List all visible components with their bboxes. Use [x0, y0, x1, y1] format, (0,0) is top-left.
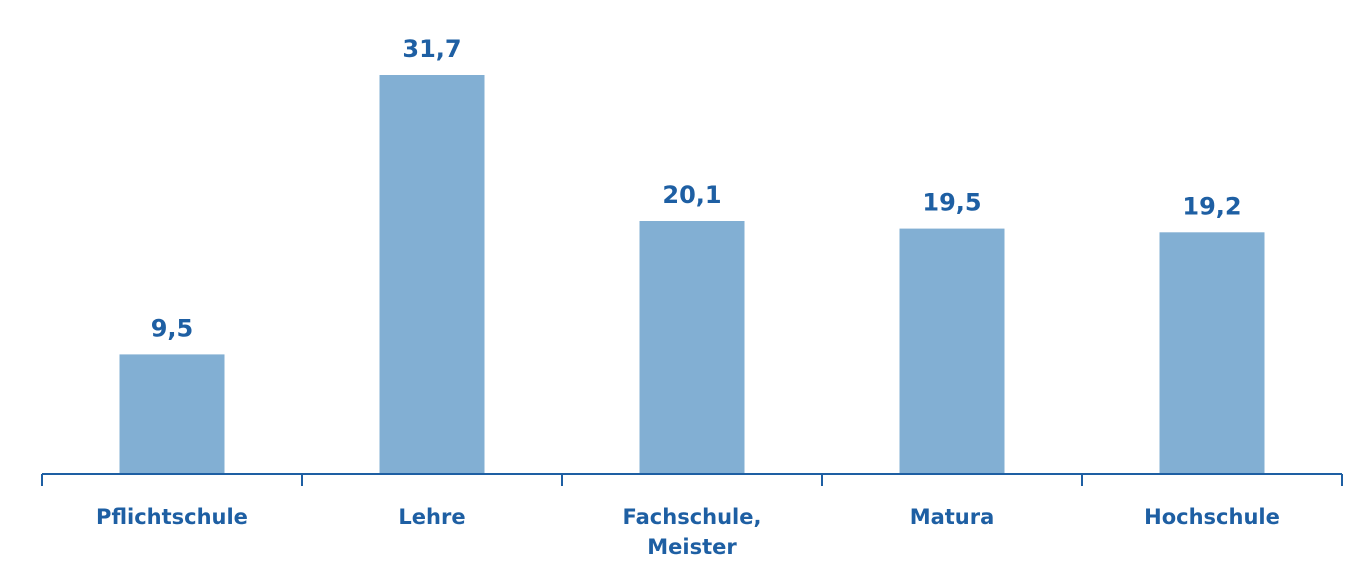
value-label-4: 19,2 — [1182, 192, 1241, 220]
value-labels-group: 9,5 31,7 20,1 19,5 19,2 — [151, 35, 1242, 342]
value-label-2: 20,1 — [662, 181, 721, 209]
bars-group — [119, 75, 1265, 474]
value-label-0: 9,5 — [151, 314, 194, 342]
category-label-2: Fachschule, Meister — [623, 505, 762, 559]
x-axis — [41, 473, 1343, 486]
bar-0 — [119, 354, 225, 474]
bar-3 — [899, 228, 1005, 474]
category-label-4: Hochschule — [1144, 505, 1280, 529]
category-label-0: Pflichtschule — [96, 505, 248, 529]
bar-2 — [639, 221, 745, 474]
value-label-3: 19,5 — [922, 189, 981, 217]
category-labels-group: Pflichtschule Lehre Fachschule, Meister Matu… — [96, 505, 1280, 559]
category-label-3: Matura — [910, 505, 995, 529]
bar-1 — [379, 75, 485, 474]
category-label-1: Lehre — [398, 505, 465, 529]
value-label-1: 31,7 — [402, 35, 461, 63]
bar-4 — [1159, 232, 1265, 474]
